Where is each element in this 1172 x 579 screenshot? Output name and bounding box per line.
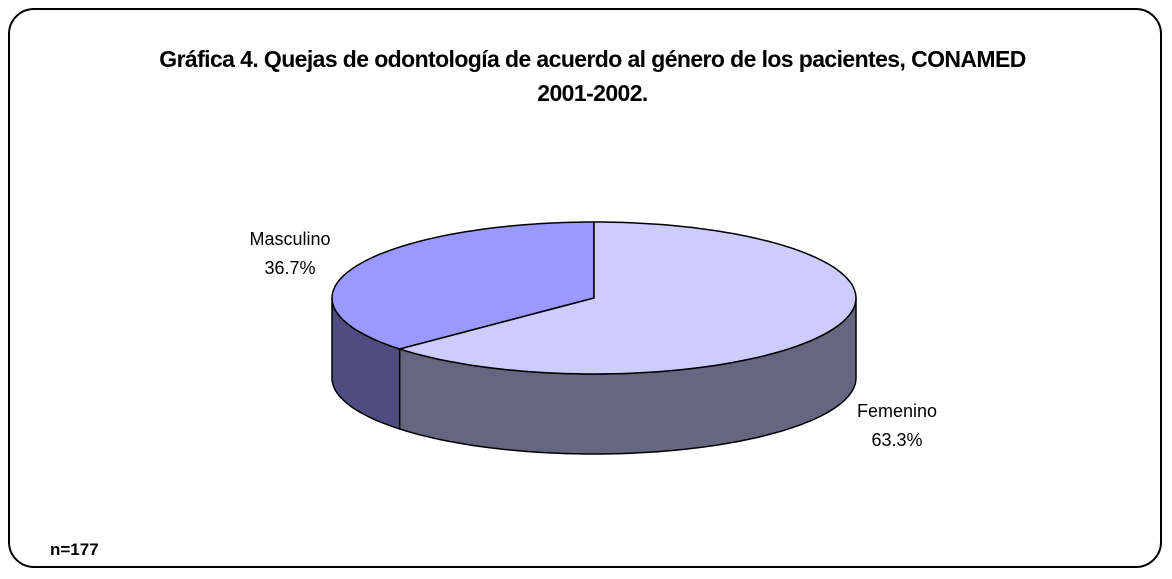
- chart-frame: [8, 8, 1162, 568]
- chart-title: Gráfica 4. Quejas de odontología de acue…: [159, 46, 1026, 106]
- slice-label: Masculino: [249, 229, 330, 249]
- slice: [331, 221, 595, 350]
- slice: [396, 221, 857, 375]
- slice-label: Femenino: [857, 401, 937, 421]
- annotation: n=177: [50, 540, 99, 559]
- value-label: 36.7%: [264, 258, 315, 278]
- value-label: 63.3%: [871, 430, 922, 450]
